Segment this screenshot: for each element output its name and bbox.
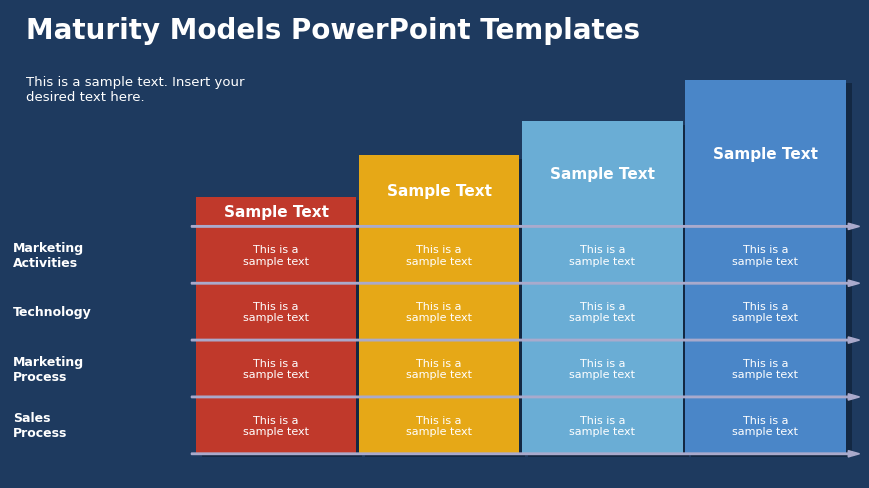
Text: This is a
sample text: This is a sample text: [568, 244, 634, 266]
Text: Sample Text: Sample Text: [712, 146, 817, 161]
Text: This is a
sample text: This is a sample text: [568, 301, 634, 323]
Text: This is a
sample text: This is a sample text: [732, 415, 798, 436]
Text: Technology: Technology: [13, 305, 92, 319]
Text: This is a
sample text: This is a sample text: [406, 301, 472, 323]
Text: Sample Text: Sample Text: [386, 184, 491, 199]
Text: Sales
Process: Sales Process: [13, 411, 68, 440]
Text: This is a sample text. Insert your
desired text here.: This is a sample text. Insert your desir…: [26, 76, 244, 103]
Bar: [202, 201, 362, 457]
Bar: [196, 198, 356, 454]
Text: Sample Text: Sample Text: [549, 167, 654, 182]
Text: This is a
sample text: This is a sample text: [242, 415, 308, 436]
Text: Marketing
Process: Marketing Process: [13, 355, 84, 383]
Text: This is a
sample text: This is a sample text: [568, 358, 634, 380]
Text: This is a
sample text: This is a sample text: [406, 415, 472, 436]
Text: Marketing
Activities: Marketing Activities: [13, 241, 84, 269]
Text: This is a
sample text: This is a sample text: [568, 415, 634, 436]
Text: This is a
sample text: This is a sample text: [406, 358, 472, 380]
FancyArrow shape: [191, 451, 859, 457]
Bar: [365, 160, 525, 457]
FancyArrow shape: [191, 224, 859, 230]
Bar: [527, 125, 688, 457]
FancyArrow shape: [191, 337, 859, 344]
Text: This is a
sample text: This is a sample text: [242, 244, 308, 266]
Text: This is a
sample text: This is a sample text: [732, 301, 798, 323]
Text: Maturity Models PowerPoint Templates: Maturity Models PowerPoint Templates: [26, 17, 640, 45]
Bar: [521, 122, 681, 454]
Bar: [685, 81, 845, 454]
FancyArrow shape: [191, 281, 859, 287]
Bar: [359, 156, 519, 454]
Bar: [691, 84, 851, 457]
Text: This is a
sample text: This is a sample text: [242, 301, 308, 323]
Text: This is a
sample text: This is a sample text: [406, 244, 472, 266]
FancyArrow shape: [191, 394, 859, 400]
Text: This is a
sample text: This is a sample text: [242, 358, 308, 380]
Text: This is a
sample text: This is a sample text: [732, 358, 798, 380]
Text: Sample Text: Sample Text: [223, 205, 328, 220]
Text: This is a
sample text: This is a sample text: [732, 244, 798, 266]
